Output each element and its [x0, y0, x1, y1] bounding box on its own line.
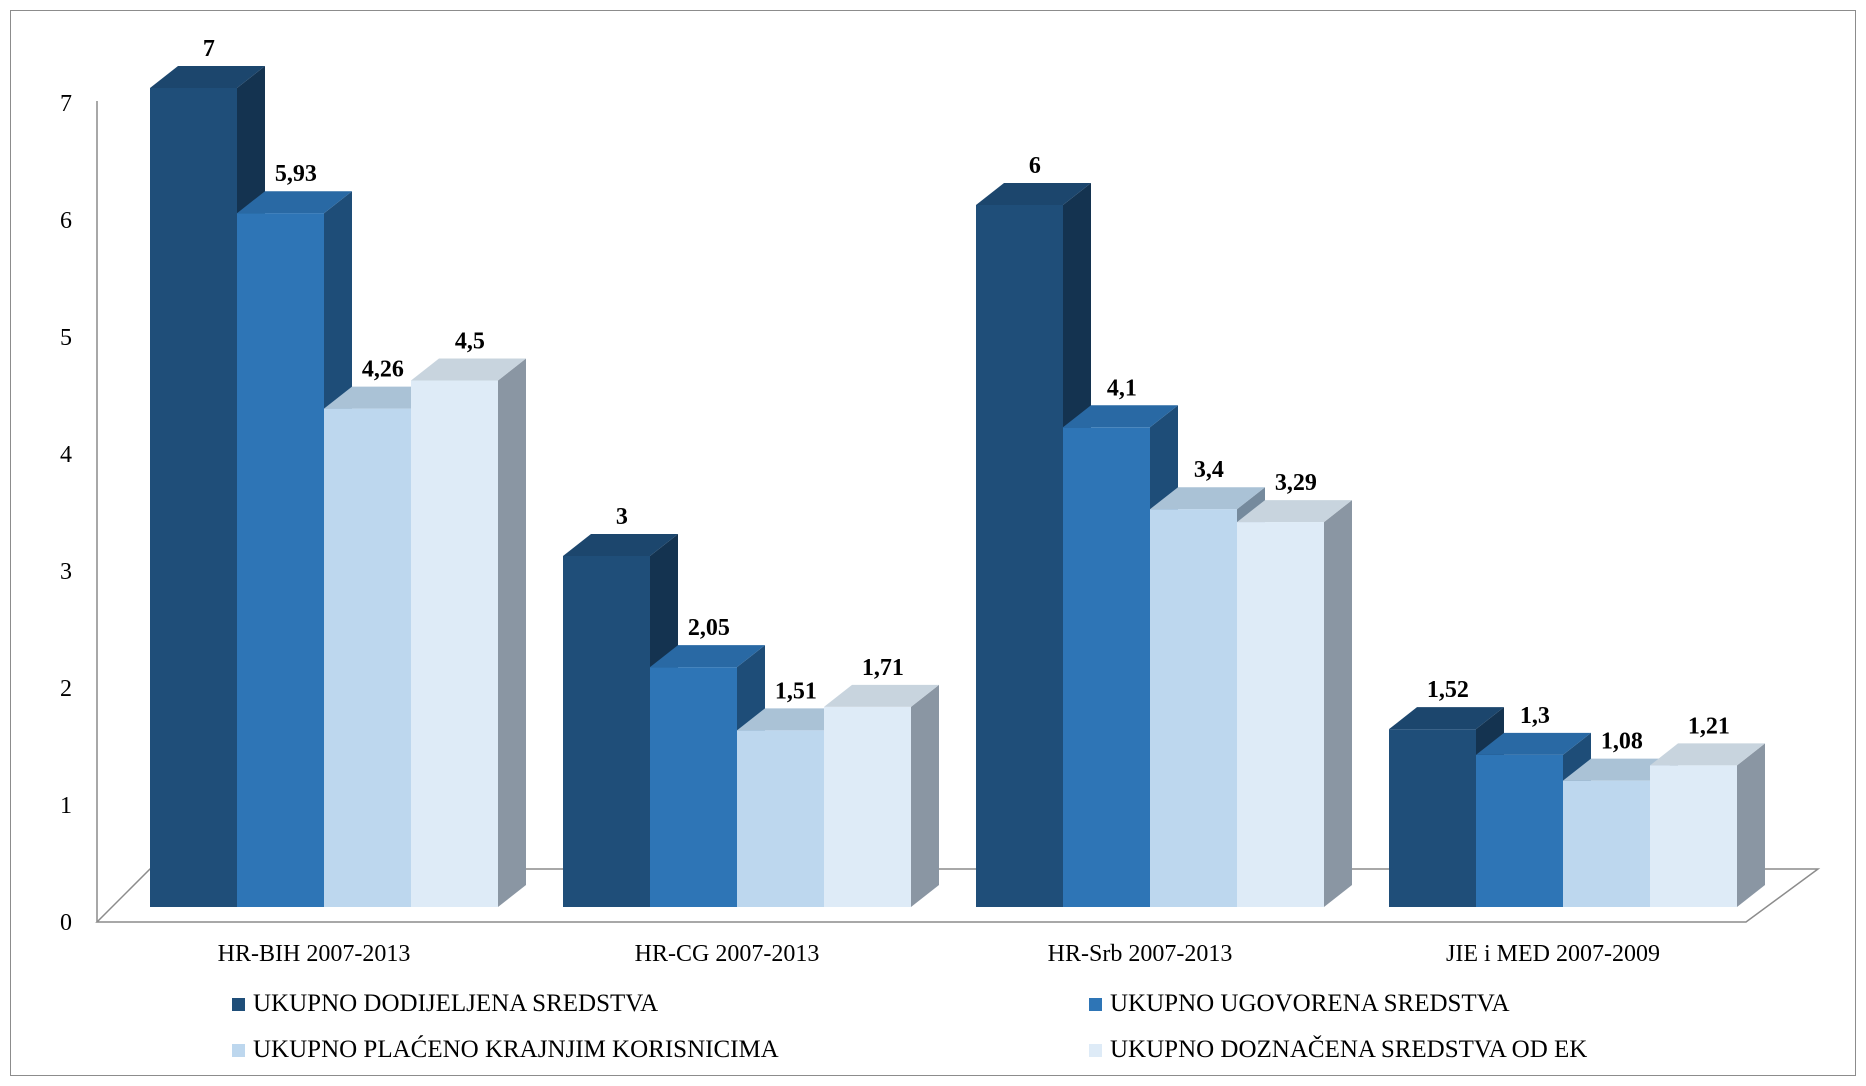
y-tick-label: 6 [60, 208, 72, 234]
bar-side [911, 684, 939, 907]
bar-front [1063, 427, 1150, 907]
floor-plane [95, 868, 1821, 923]
y-tick-label: 4 [60, 442, 72, 468]
bar-top [563, 534, 678, 556]
y-axis: 0 1 2 3 4 5 6 7 [60, 91, 98, 936]
bar-front [1650, 765, 1737, 907]
chart-floor [95, 868, 1821, 923]
data-label: 3,4 [1194, 457, 1224, 483]
bars [150, 66, 1765, 908]
data-label: 1,08 [1601, 729, 1643, 755]
bar-front [650, 667, 737, 907]
bar-front [976, 205, 1063, 907]
bar-top [1650, 743, 1765, 766]
bar-front [1389, 729, 1476, 907]
bar-front [1476, 754, 1563, 907]
bar-side [1324, 500, 1352, 907]
bar-top [237, 191, 352, 214]
data-label: 1,21 [1688, 713, 1730, 739]
bar-top [1476, 732, 1591, 755]
data-label: 2,05 [688, 615, 730, 641]
bar-front [411, 380, 498, 907]
data-label: 3 [616, 504, 628, 530]
bar-top [1063, 405, 1178, 428]
data-label: 3,29 [1275, 470, 1317, 496]
x-tick-label: HR-Srb 2007-2013 [1048, 941, 1233, 967]
bar-front [1150, 509, 1237, 907]
bar-front [1237, 522, 1324, 907]
bar-top [1563, 758, 1678, 781]
y-tick-label: 5 [60, 325, 72, 351]
bar-top [1389, 707, 1504, 730]
bar-top [411, 358, 526, 381]
bar [1650, 743, 1765, 907]
x-axis: HR-BIH 2007-2013 HR-CG 2007-2013 HR-Srb 20… [218, 941, 1660, 967]
bar [824, 684, 939, 907]
data-label: 1,3 [1520, 703, 1550, 729]
bar-top [650, 645, 765, 668]
data-label: 4,5 [455, 329, 485, 355]
bar [1389, 707, 1504, 907]
bar-front [150, 88, 237, 907]
data-label: 6 [1029, 153, 1041, 179]
data-label: 7 [203, 36, 215, 62]
x-tick-label: HR-CG 2007-2013 [635, 941, 820, 967]
data-label: 1,51 [775, 678, 817, 704]
bar-front [1563, 780, 1650, 907]
x-tick-label: HR-BIH 2007-2013 [218, 941, 411, 967]
bar-side [1737, 743, 1765, 907]
bar-top [150, 66, 265, 88]
bar-top [824, 684, 939, 707]
bar-front [563, 556, 650, 907]
data-label: 1,52 [1427, 677, 1469, 703]
data-labels: 7 3 6 1,52 5,93 2,05 4,1 1,3 4,26 1,51 3,4 1,08 4,5 1… [203, 36, 1730, 755]
bar-side [498, 358, 526, 907]
bar-top [1237, 500, 1352, 523]
y-tick-label: 7 [60, 91, 72, 117]
y-tick-label: 1 [60, 793, 72, 819]
y-tick-label: 2 [60, 676, 72, 702]
y-tick-label: 0 [60, 910, 72, 936]
bar [411, 358, 526, 907]
data-label: 1,71 [862, 655, 904, 681]
y-tick-label: 3 [60, 559, 72, 585]
bar [1237, 500, 1352, 907]
bar-front [324, 408, 411, 907]
data-label: 5,93 [275, 161, 317, 187]
data-label: 4,1 [1107, 375, 1137, 401]
bar-top [1150, 487, 1265, 510]
bar-top [324, 386, 439, 409]
bar-front [237, 213, 324, 907]
data-label: 4,26 [362, 357, 404, 383]
x-tick-label: JIE i MED 2007-2009 [1446, 941, 1660, 967]
bar-front [824, 706, 911, 907]
bar-front [737, 730, 824, 907]
bar-top [976, 183, 1091, 205]
bar-top [737, 708, 852, 731]
